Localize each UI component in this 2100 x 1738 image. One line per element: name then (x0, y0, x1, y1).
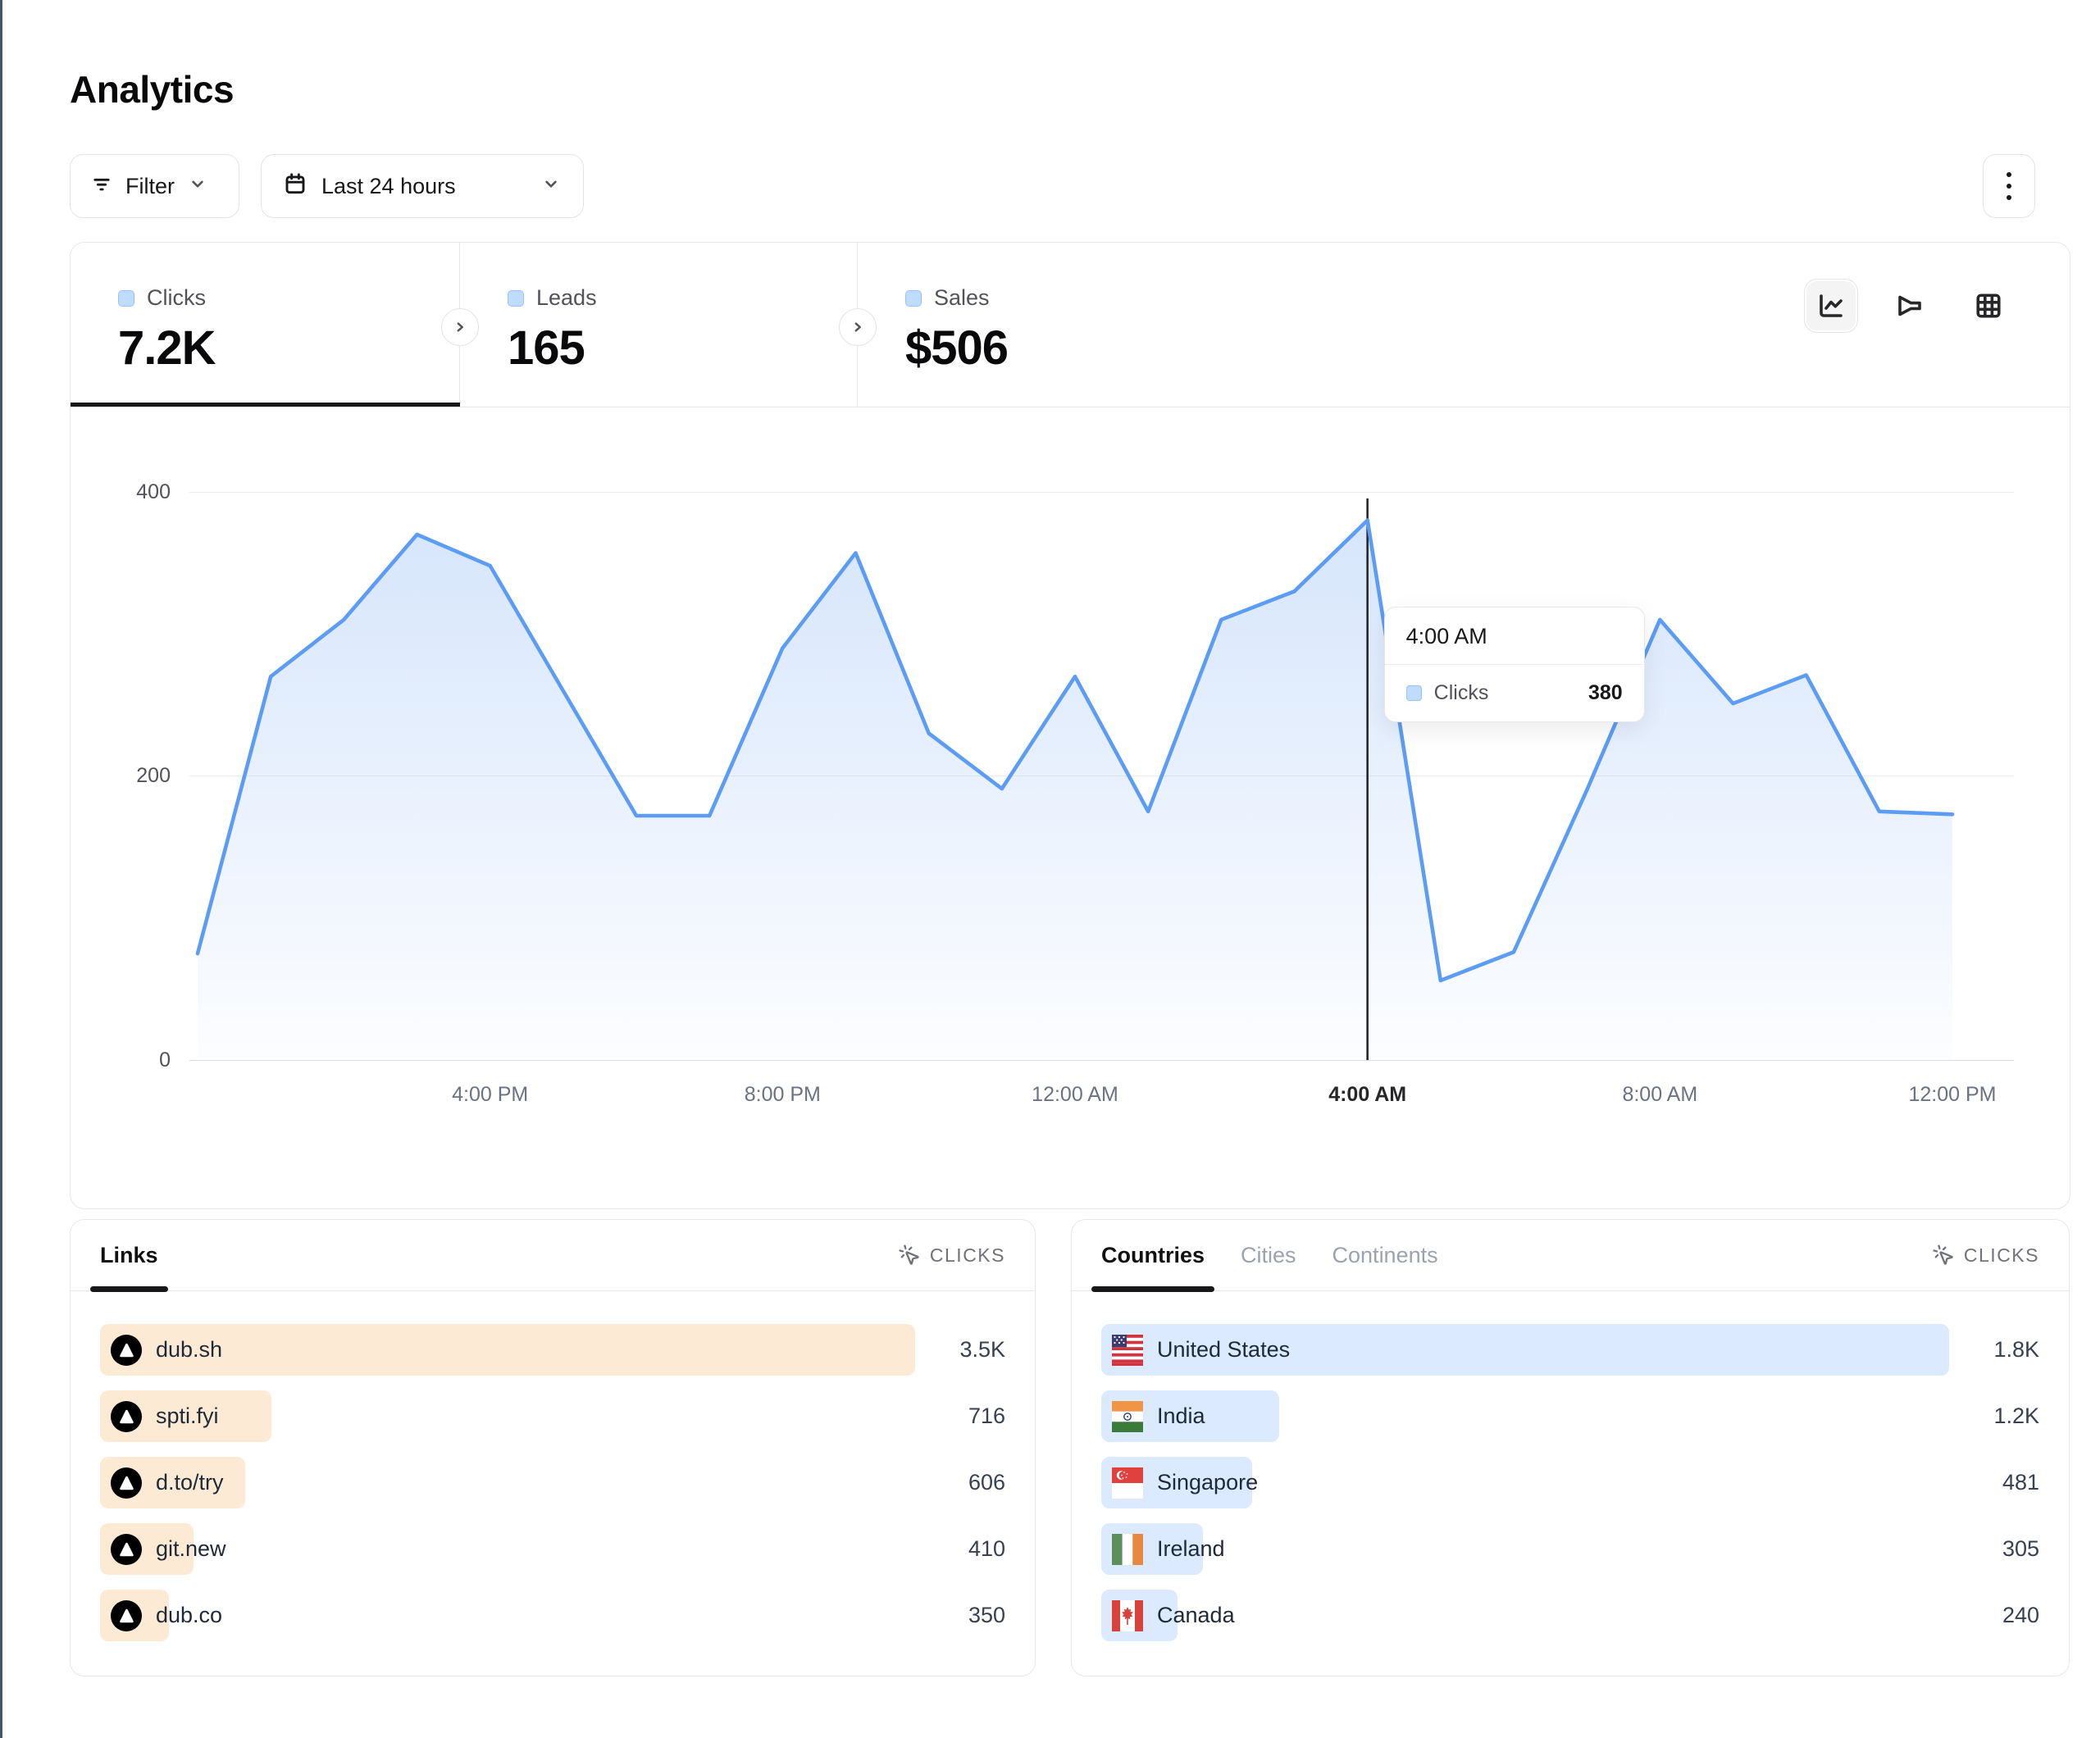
tooltip-time: 4:00 AM (1384, 607, 1644, 665)
cursor-click-icon (1933, 1244, 1953, 1265)
sales-legend-swatch (905, 289, 922, 307)
table-view-button[interactable] (1961, 279, 2016, 333)
date-range-label: Last 24 hours (321, 173, 456, 198)
expand-leads-button[interactable] (839, 308, 877, 346)
tooltip-value: 380 (1588, 681, 1623, 704)
dub-logo-icon (111, 1533, 142, 1565)
list-item[interactable]: Singapore 481 (1101, 1457, 2039, 1508)
chart-tooltip: 4:00 AM Clicks 380 (1383, 607, 1645, 722)
cursor-click-icon (899, 1244, 919, 1265)
chevron-right-icon (854, 322, 861, 332)
clicks-line-series (195, 518, 1955, 983)
stat-value: 165 (508, 321, 585, 375)
list-item[interactable]: d.to/try 606 (100, 1457, 1005, 1508)
kebab-menu-icon (2007, 172, 2011, 177)
area-chart-canvas (195, 498, 1955, 1060)
active-stat-underline (71, 403, 460, 407)
x-axis-tick: 8:00 PM (744, 1083, 821, 1106)
stat-tab-clicks[interactable]: Clicks 7.2K (71, 243, 460, 407)
filter-button[interactable]: Filter (70, 154, 239, 218)
clicks-timeseries-chart[interactable]: 400 200 0 4:00 PM 8:00 PM 12:00 AM 4:00 AM 8… (136, 480, 2014, 1106)
stat-tab-sales[interactable]: Sales $506 (858, 243, 2070, 407)
chevron-right-icon (457, 322, 463, 332)
analytics-chart-card: Clicks 7.2K Leads 165 Sales $506 (70, 242, 2070, 1209)
more-options-button[interactable] (1983, 154, 2035, 218)
list-item[interactable]: git.new 410 (100, 1523, 1005, 1575)
links-metric-selector[interactable]: CLICKS (898, 1244, 1005, 1267)
stat-label: Sales (934, 285, 990, 310)
tab-countries[interactable]: Countries (1091, 1220, 1215, 1292)
line-chart-view-button[interactable] (1804, 279, 1858, 333)
dub-logo-icon (111, 1400, 142, 1432)
calendar-icon (283, 171, 307, 202)
dub-logo-icon (111, 1467, 142, 1499)
chevron-down-icon (540, 173, 562, 200)
singapore-flag-icon (1112, 1467, 1143, 1499)
area-fill (198, 520, 1952, 1060)
x-axis-tick: 8:00 AM (1622, 1083, 1698, 1106)
tab-continents[interactable]: Continents (1332, 1242, 1438, 1267)
x-axis-tick: 12:00 AM (1032, 1083, 1118, 1106)
x-axis-ticks: 4:00 PM 8:00 PM 12:00 AM 4:00 AM 8:00 AM 12:0… (189, 1060, 1996, 1109)
leads-legend-swatch (508, 289, 524, 307)
chevron-down-icon (187, 173, 208, 200)
links-list: dub.sh 3.5K spti.fyi 716 d.to/try 606 (71, 1291, 1035, 1641)
stat-label: Leads (536, 285, 597, 310)
y-axis-tick: 200 (136, 764, 171, 787)
window-edge (0, 0, 2, 1738)
clicks-legend-swatch (118, 289, 134, 307)
india-flag-icon (1112, 1400, 1143, 1432)
filter-icon (90, 172, 113, 201)
stat-value: 7.2K (118, 321, 216, 375)
list-item[interactable]: dub.co 350 (100, 1590, 1005, 1641)
countries-panel: Countries Cities Continents CLICKS Unite… (1071, 1219, 2070, 1677)
tooltip-series-name: Clicks (1433, 681, 1489, 704)
countries-metric-selector[interactable]: CLICKS (1932, 1244, 2039, 1267)
x-axis-tick: 4:00 AM (1328, 1083, 1407, 1106)
us-flag-icon (1112, 1334, 1143, 1366)
x-axis-tick: 12:00 PM (1908, 1083, 1997, 1106)
ireland-flag-icon (1112, 1533, 1143, 1565)
canada-flag-icon (1112, 1599, 1143, 1631)
table-grid-icon (1976, 293, 2001, 318)
stat-label: Clicks (147, 285, 206, 310)
x-axis-tick: 4:00 PM (452, 1083, 529, 1106)
list-item[interactable]: Canada 240 (1101, 1590, 2039, 1641)
metric-label: CLICKS (929, 1244, 1005, 1266)
list-item[interactable]: dub.sh 3.5K (100, 1324, 1005, 1376)
dub-logo-icon (111, 1599, 142, 1631)
stat-value: $506 (905, 321, 1009, 375)
filter-button-label: Filter (125, 173, 175, 198)
tab-cities[interactable]: Cities (1241, 1242, 1296, 1267)
tab-links[interactable]: Links (90, 1220, 168, 1292)
stats-tabs: Clicks 7.2K Leads 165 Sales $506 (71, 243, 2070, 407)
y-axis-tick: 0 (159, 1049, 171, 1071)
chart-view-toggles (1804, 279, 2016, 333)
expand-clicks-button[interactable] (441, 308, 479, 346)
funnel-chart-view-button[interactable] (1883, 279, 1937, 333)
y-axis-tick: 400 (136, 480, 171, 503)
metric-label: CLICKS (1963, 1244, 2039, 1266)
list-item[interactable]: spti.fyi 716 (100, 1390, 1005, 1442)
list-item[interactable]: India 1.2K (1101, 1390, 2039, 1442)
line-chart-icon (1820, 294, 1843, 317)
countries-list: United States 1.8K India 1.2K Singapore … (1072, 1291, 2069, 1641)
list-item[interactable]: Ireland 305 (1101, 1523, 2039, 1575)
tooltip-series-swatch (1405, 685, 1422, 701)
links-panel: Links CLICKS dub.sh 3.5K spti.fyi (70, 1219, 1036, 1677)
funnel-chart-icon (1898, 295, 1921, 316)
page-title: Analytics (70, 68, 235, 111)
date-range-button[interactable]: Last 24 hours (261, 154, 584, 218)
list-item[interactable]: United States 1.8K (1101, 1324, 2039, 1376)
stat-tab-leads[interactable]: Leads 165 (460, 243, 858, 407)
dub-logo-icon (111, 1334, 142, 1366)
